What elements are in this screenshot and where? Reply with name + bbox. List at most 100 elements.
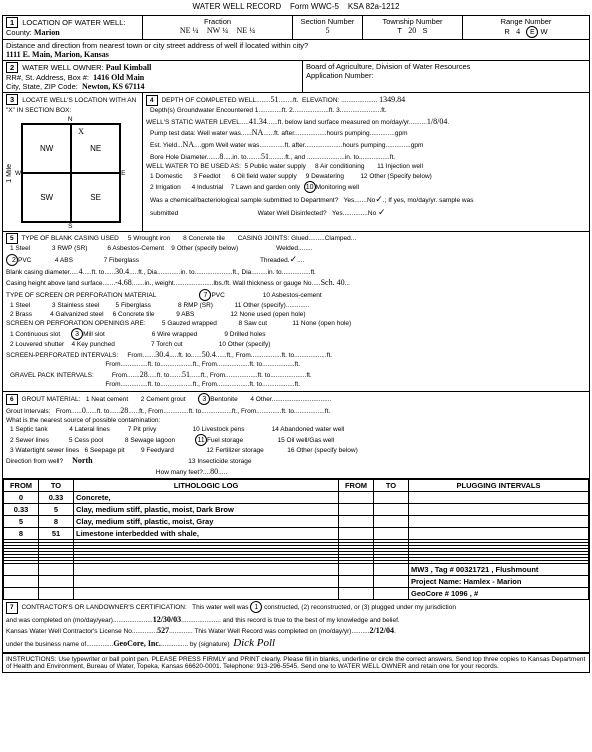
busl: under the business name of: [6, 641, 86, 648]
gfrom: From: [56, 408, 71, 415]
wtl: in., weight: [144, 280, 173, 287]
h-from2: FROM: [339, 480, 374, 492]
o5: 5 Gauzed wrapped: [162, 320, 217, 327]
ftand: ft., and: [285, 154, 305, 161]
spl: SCREEN-PERFORATED INTERVALS:: [6, 352, 118, 359]
o7: 7 Torch cut: [151, 341, 183, 348]
s5n: 5: [6, 233, 18, 244]
n11b: Fuel storage: [207, 437, 243, 444]
log-row: 851Limestone interbedded with shale,: [4, 528, 589, 540]
board: Board of Agriculture, Division of Water …: [306, 62, 470, 71]
ts: S: [423, 26, 428, 35]
gil: Grout Intervals:: [6, 408, 50, 415]
ito2: in. to: [345, 154, 359, 161]
ifyes: If yes, mo/day/yr. sample was: [388, 197, 473, 204]
u11: 11 Injection well: [377, 163, 423, 170]
c3: 3 RWP (SR): [52, 245, 88, 252]
h-to2: TO: [374, 480, 409, 492]
log-row: GeoCore # 1096 , #: [4, 588, 589, 600]
s7l: CONTRACTOR'S OR LANDOWNER'S CERTIFICATIO…: [21, 604, 186, 611]
s6n: 6: [6, 394, 18, 405]
ftend: ft.: [311, 269, 316, 276]
n8: 8 Sewage lagoon: [125, 437, 175, 444]
n15: 15 Oil well/Gas well: [277, 437, 334, 444]
u4: 4 Industrial: [192, 184, 224, 191]
log-row: 0.335Clay, medium stiff, plastic, moist,…: [4, 504, 589, 516]
ftd2: ft., Dia: [233, 269, 252, 276]
t72: constructed, (2) reconstructed, or (3) p…: [264, 604, 456, 611]
o4: 4 Key punched: [71, 341, 114, 348]
s7b: PVC: [211, 292, 224, 299]
dirl: Direction from well?: [6, 458, 63, 465]
range-w: W: [540, 27, 547, 36]
t73: and was completed on (mo/day/year): [6, 617, 113, 624]
range: 4: [516, 27, 520, 36]
c6: 6 Asbestos-Cement: [107, 245, 164, 252]
rr: R: [504, 27, 509, 36]
fte: ft.: [390, 154, 395, 161]
depth: 51: [271, 95, 279, 104]
h-plug: PLUGGING INTERVALS: [409, 480, 589, 492]
form-title: WATER WELL RECORD: [193, 2, 282, 11]
ce: E: [121, 170, 125, 177]
city: Newton, KS 67114: [82, 82, 144, 91]
s3n: 3: [6, 94, 18, 105]
sch: Sch. 40: [321, 278, 345, 287]
fraction-label: Fraction: [204, 17, 231, 26]
wtu: lbs./ft. Wall thickness or gauge No.: [213, 280, 313, 287]
form-code: Form WWC-5: [290, 2, 339, 11]
scrl: TYPE OF SCREEN OR PERFORATION MATERIAL: [6, 292, 156, 299]
s8: 8 RMP (SR): [178, 302, 213, 309]
s4: 4 Galvanized steel: [50, 311, 103, 318]
o3b: Mill slot: [83, 331, 105, 338]
to1: ft. to: [178, 352, 191, 359]
county: Marion: [34, 28, 60, 37]
gwft2: ft. 2.: [282, 107, 295, 114]
dist-label: Distance and direction from nearest town…: [6, 41, 308, 50]
no: No: [367, 197, 375, 204]
county-label: County:: [6, 28, 32, 37]
after: ft. after: [274, 130, 294, 137]
owner: Paul Kimball: [106, 63, 152, 72]
from: From: [127, 352, 142, 359]
gw-label: Depth(s) Groundwater Encountered: [146, 107, 253, 114]
u2: 2 Irrigation: [146, 184, 181, 191]
g1b: 51: [182, 370, 190, 379]
n11: 11: [195, 434, 207, 446]
s2: 2 Brass: [6, 311, 32, 318]
swl-date: 1/8/04: [427, 117, 447, 126]
ft: ft.: [293, 97, 298, 104]
dn: No: [368, 210, 376, 217]
swl-label: WELL'S STATIC WATER LEVEL: [146, 119, 240, 126]
q-nw: NW: [22, 124, 71, 173]
chem: Was a chemical/bacteriological sample su…: [146, 197, 338, 204]
s7: 7: [199, 289, 211, 301]
jc: Clamped: [325, 235, 351, 242]
gft: ft., From: [139, 408, 163, 415]
n4: 4 Lateral lines: [69, 426, 109, 433]
g1: 1 Neat cement: [86, 396, 128, 403]
bus: GeoCore, Inc.: [113, 639, 161, 648]
o8: 8 Saw cut: [239, 320, 268, 327]
q-se: SE: [71, 173, 120, 222]
gpm: gpm: [395, 130, 408, 137]
g4: 4 Other: [250, 396, 271, 403]
range-label: Range Number: [501, 17, 552, 26]
f3: NE ¼: [236, 26, 255, 35]
o10: 10 Other (specify): [219, 341, 271, 348]
s2n: 2: [6, 62, 18, 73]
n2: 2 Sewer lines: [6, 437, 49, 444]
s1: 1 Steel: [6, 302, 30, 309]
range-e: E: [526, 26, 538, 38]
u3: 3 Feedlot: [193, 173, 220, 180]
sec1-label: LOCATION OF WATER WELL:: [22, 18, 125, 27]
n3: 3 Watertight sewer lines: [6, 447, 79, 454]
use-label: WELL WATER TO BE USED AS:: [146, 163, 241, 170]
c1: 1 Steel: [6, 245, 30, 252]
c4: 4 ABS: [55, 257, 73, 264]
footer: INSTRUCTIONS: Use typewriter or ball poi…: [3, 653, 589, 672]
chk1: ✓: [375, 194, 383, 204]
diaml: Blank casing diameter: [6, 269, 70, 276]
gw1: 1.: [255, 107, 260, 114]
diam: 4: [79, 267, 83, 276]
